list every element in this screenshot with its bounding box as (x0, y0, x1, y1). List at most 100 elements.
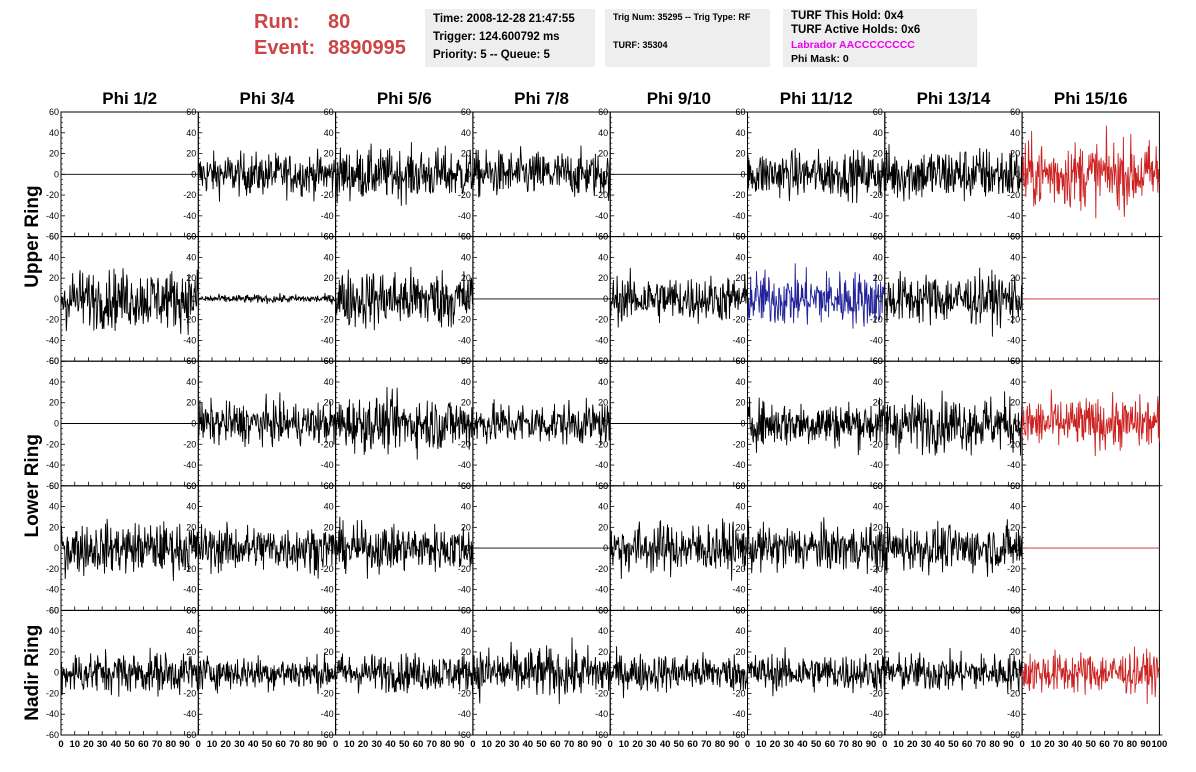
y-tick-label: 0 (878, 294, 883, 304)
y-tick-label: -40 (183, 585, 196, 595)
y-tick-label: 60 (598, 356, 608, 366)
turf-this-hold-text: TURF This Hold: 0x4 (791, 10, 904, 22)
waveform-trace (884, 390, 1023, 456)
waveform-trace (335, 516, 474, 579)
waveform-trace (884, 647, 1023, 694)
y-tick-label: 0 (466, 543, 471, 553)
y-tick-label: -40 (595, 709, 608, 719)
y-tick-label: -40 (732, 460, 745, 470)
y-tick-label: 60 (735, 232, 745, 242)
x-tick-label: 100 (1151, 739, 1167, 750)
waveform-trace (609, 518, 748, 581)
y-tick-label: 60 (186, 356, 196, 366)
y-tick-label: 0 (466, 294, 471, 304)
x-tick-label: 10 (756, 739, 767, 750)
y-tick-label: -20 (870, 564, 883, 574)
y-tick-label: -20 (183, 190, 196, 200)
y-tick-label: -60 (183, 730, 196, 740)
y-tick-label: -20 (732, 190, 745, 200)
x-tick-label: 60 (138, 739, 149, 750)
x-tick-label: 60 (275, 739, 286, 750)
x-tick-label: 80 (852, 739, 863, 750)
y-tick-label: 40 (324, 502, 334, 512)
y-tick-label: -20 (595, 688, 608, 698)
y-tick-label: 40 (324, 626, 334, 636)
y-tick-label: 40 (186, 377, 196, 387)
y-tick-label: 60 (873, 481, 883, 491)
y-tick-label: 20 (735, 647, 745, 657)
y-tick-label: 40 (186, 502, 196, 512)
y-tick-label: -40 (595, 335, 608, 345)
y-tick-label: 40 (49, 626, 59, 636)
time-text: Time: 2008-12-28 21:47:55 (433, 13, 575, 25)
y-tick-label: 0 (54, 419, 59, 429)
y-tick-label: 20 (873, 398, 883, 408)
y-tick-label: 0 (740, 668, 745, 678)
y-tick-label: 20 (598, 398, 608, 408)
x-tick-label: 80 (440, 739, 451, 750)
x-tick-label: 40 (797, 739, 808, 750)
y-tick-label: 0 (603, 543, 608, 553)
y-tick-label: 0 (740, 169, 745, 179)
run-event-block: Run: 80 Event: 8890995 (254, 9, 424, 69)
waveform-trace (747, 263, 886, 329)
y-tick-label: -20 (321, 688, 334, 698)
y-tick-label: 60 (1010, 356, 1020, 366)
y-tick-label: 20 (735, 273, 745, 283)
x-tick-label: 70 (152, 739, 163, 750)
y-tick-label: 40 (1010, 252, 1020, 262)
y-tick-label: 60 (324, 356, 334, 366)
waveform-trace (747, 397, 886, 456)
y-tick-label: -20 (732, 439, 745, 449)
y-tick-label: -60 (46, 356, 59, 366)
x-tick-label: 90 (1003, 739, 1014, 750)
x-tick-label: 80 (303, 739, 314, 750)
y-tick-label: 0 (740, 419, 745, 429)
x-tick-label: 40 (660, 739, 671, 750)
run-label: Run: (254, 11, 300, 33)
y-tick-label: -40 (870, 585, 883, 595)
x-tick-label: 70 (838, 739, 849, 750)
x-tick-label: 30 (372, 739, 383, 750)
x-tick-label: 80 (1127, 739, 1138, 750)
y-tick-label: -20 (46, 439, 59, 449)
y-tick-label: -40 (321, 709, 334, 719)
y-tick-label: 60 (461, 481, 471, 491)
x-tick-label: 90 (179, 739, 190, 750)
y-tick-label: 0 (54, 294, 59, 304)
y-tick-label: 0 (878, 169, 883, 179)
y-tick-label: 20 (324, 273, 334, 283)
y-tick-label: -20 (183, 688, 196, 698)
waveform-trace (60, 647, 199, 697)
y-tick-label: -20 (46, 190, 59, 200)
y-tick-label: 0 (1015, 169, 1020, 179)
y-tick-label: 20 (1010, 273, 1020, 283)
y-tick-label: 20 (1010, 647, 1020, 657)
y-tick-label: 0 (54, 543, 59, 553)
y-tick-label: 60 (49, 605, 59, 615)
x-tick-label: 40 (111, 739, 122, 750)
y-tick-label: 20 (461, 149, 471, 159)
column-title: Phi 5/6 (377, 89, 432, 108)
y-tick-label: 0 (878, 419, 883, 429)
y-tick-label: -40 (46, 211, 59, 221)
y-tick-label: -20 (321, 564, 334, 574)
y-tick-label: -40 (321, 460, 334, 470)
x-tick-label: 0 (882, 739, 887, 750)
y-tick-label: 60 (461, 356, 471, 366)
y-tick-label: 60 (186, 481, 196, 491)
y-tick-label: -20 (183, 439, 196, 449)
y-tick-label: -40 (732, 709, 745, 719)
x-tick-label: 10 (207, 739, 218, 750)
y-tick-label: 20 (186, 398, 196, 408)
x-tick-label: 0 (608, 739, 613, 750)
run-value: 80 (328, 11, 351, 33)
x-tick-label: 90 (728, 739, 739, 750)
y-tick-label: 40 (461, 502, 471, 512)
x-tick-label: 80 (989, 739, 1000, 750)
y-tick-label: 40 (324, 252, 334, 262)
x-tick-label: 50 (536, 739, 547, 750)
y-tick-label: 60 (324, 107, 334, 117)
waveform-trace (609, 267, 748, 328)
